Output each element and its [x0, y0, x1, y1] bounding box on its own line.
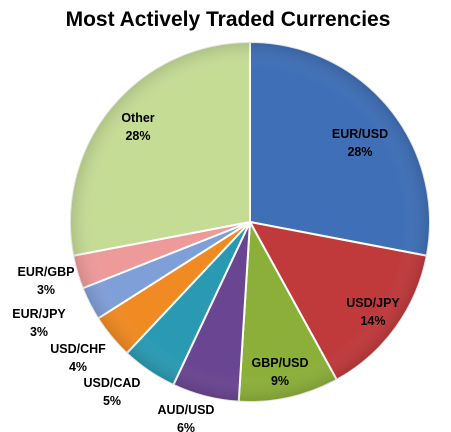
slice-label-usd-cad: USD/CAD	[84, 376, 141, 390]
slice-label-usd-jpy: USD/JPY	[346, 296, 400, 310]
slice-label-other: Other	[121, 111, 154, 125]
pie-slice-other	[69, 40, 251, 257]
pie-labels: EUR/USD 28% USD/JPY 14% GBP/USD 9% AUD/USD 6% US…	[12, 111, 400, 432]
chart-title: Most Actively Traded Currencies	[66, 8, 391, 31]
slice-value-other: 28%	[125, 129, 150, 143]
slice-value-usd-chf: 4%	[69, 360, 87, 374]
slice-label-eur-gbp: EUR/GBP	[18, 265, 75, 279]
slice-value-gbp-usd: 9%	[271, 374, 289, 388]
slice-value-aud-usd: 6%	[177, 421, 195, 432]
slice-label-usd-chf: USD/CHF	[50, 342, 106, 356]
slice-label-aud-usd: AUD/USD	[158, 403, 215, 417]
pie-slices	[69, 40, 431, 403]
slice-value-usd-cad: 5%	[103, 394, 121, 408]
slice-value-eur-usd: 28%	[347, 145, 372, 159]
slice-label-gbp-usd: GBP/USD	[252, 356, 309, 370]
slice-label-eur-usd: EUR/USD	[332, 127, 388, 141]
slice-value-eur-gbp: 3%	[37, 283, 55, 297]
slice-value-usd-jpy: 14%	[360, 314, 385, 328]
slice-value-eur-jpy: 3%	[30, 325, 48, 339]
pie-slice-eur-usd	[249, 40, 431, 257]
slice-label-eur-jpy: EUR/JPY	[12, 307, 66, 321]
